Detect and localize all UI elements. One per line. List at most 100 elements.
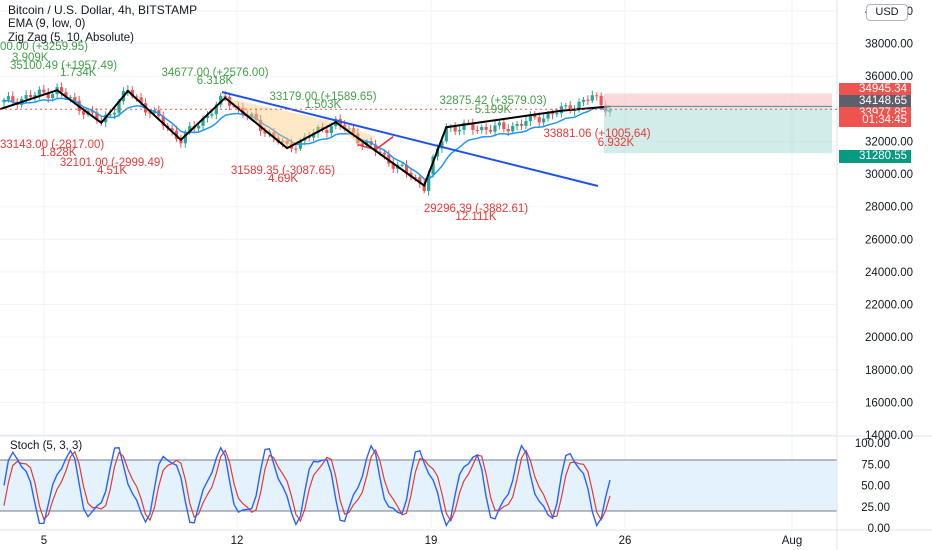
currency-button[interactable]: USD xyxy=(866,4,908,21)
candle-body xyxy=(312,132,316,138)
price-axis-tick: 20000.00 xyxy=(865,332,913,344)
candle-body xyxy=(90,110,95,113)
candle-body xyxy=(263,130,267,134)
candle-body xyxy=(586,99,590,101)
stoch-axis-tick: 75.00 xyxy=(861,459,890,471)
candle-body xyxy=(581,99,586,102)
time-axis-tick: 19 xyxy=(425,535,438,547)
candle-body xyxy=(590,95,594,101)
candle-body xyxy=(24,94,28,99)
candle-body xyxy=(95,112,99,121)
zigzag-label: 31589.35 (-3087.65) xyxy=(231,165,335,177)
candle-body xyxy=(418,177,422,184)
price-axis-tick: 14000.00 xyxy=(865,430,913,442)
candle-body xyxy=(595,95,599,97)
candle-body xyxy=(537,117,541,123)
price-tag: 34148.65 xyxy=(839,95,911,108)
candle-body xyxy=(475,129,479,131)
candle-body xyxy=(546,113,550,119)
candle-body xyxy=(112,112,117,115)
zigzag-label: 33881.06 (+1005.64) xyxy=(543,128,650,140)
candle-body xyxy=(524,121,528,126)
ema-line xyxy=(3,97,611,180)
zigzag-label: 32101.00 (-2999.49) xyxy=(60,157,164,169)
stoch-d-line xyxy=(3,448,611,523)
price-tag: 34945.34 xyxy=(839,83,911,96)
candle-body xyxy=(568,105,572,111)
price-axis-tick: 22000.00 xyxy=(865,300,913,312)
candle-body xyxy=(117,101,121,113)
candle-body xyxy=(400,164,404,166)
zigzag-label: 6.932K xyxy=(598,137,635,149)
zigzag-label: 1.734K xyxy=(60,67,97,79)
candle-body xyxy=(272,132,276,138)
candle-body xyxy=(528,114,532,122)
candle-body xyxy=(360,143,364,146)
price-axis-tick: 30000.00 xyxy=(865,169,913,181)
zigzag-line xyxy=(0,89,611,188)
candle-body xyxy=(135,96,139,98)
stoch-axis-tick: 50.00 xyxy=(861,481,890,493)
candle-body xyxy=(183,131,187,144)
candle-body xyxy=(197,125,201,129)
price-axis-tick: 18000.00 xyxy=(865,365,913,377)
zigzag-indicator-label[interactable]: Zig Zag (5, 10, Absolute) xyxy=(8,32,134,44)
candle-body xyxy=(577,101,581,110)
candle-body xyxy=(285,140,289,144)
candle-body xyxy=(281,140,285,143)
candle-body xyxy=(542,118,546,123)
time-axis-tick: Aug xyxy=(782,535,802,547)
stop-loss-zone xyxy=(604,93,832,107)
zigzag-label: 33143.00 (-2817.00) xyxy=(0,139,104,151)
zigzag-label: 5.199K xyxy=(475,104,512,116)
price-axis-tick: 32000.00 xyxy=(865,136,913,148)
chart-legend: Bitcoin / U.S. Dollar, 4h, BITSTAMP EMA … xyxy=(8,3,197,45)
price-axis-tick: 26000.00 xyxy=(865,234,913,246)
price-tag: 31280.55 xyxy=(839,150,911,163)
candle-body xyxy=(404,164,409,173)
take-profit-zone xyxy=(604,106,832,154)
ema-indicator-label[interactable]: EMA (9, low, 0) xyxy=(8,18,86,30)
stoch-indicator-label[interactable]: Stoch (5, 3, 3) xyxy=(10,440,83,452)
candle-body xyxy=(431,156,435,175)
candle-body xyxy=(73,97,77,101)
candle-body xyxy=(250,113,254,117)
candle-body xyxy=(342,124,347,130)
trendline xyxy=(221,91,599,187)
candle-body xyxy=(427,174,431,192)
stoch-axis-tick: 100.00 xyxy=(855,438,890,450)
candle-body xyxy=(210,114,214,116)
zigzag-label: 6.318K xyxy=(197,75,234,87)
candle-body xyxy=(108,114,112,116)
candle-body xyxy=(42,89,46,93)
candle-body xyxy=(373,144,378,152)
candle-body xyxy=(488,129,493,132)
candle-body xyxy=(51,94,55,99)
zigzag-label: 33179.00 (+1589.65) xyxy=(269,91,376,103)
candle-body xyxy=(148,112,152,114)
candle-body xyxy=(37,89,41,95)
price-axis-tick: 36000.00 xyxy=(865,71,913,83)
candle-body xyxy=(59,87,64,93)
zigzag-label: 00.00 (+3259.95) xyxy=(0,41,88,53)
candle-body xyxy=(480,126,484,131)
candle-body xyxy=(484,126,488,130)
candle-body xyxy=(564,105,568,107)
candle-body xyxy=(82,111,86,115)
candle-body xyxy=(179,139,183,144)
zigzag-label: 1.828K xyxy=(40,147,77,159)
candle-body xyxy=(11,96,15,102)
candle-body xyxy=(325,129,329,134)
candle-body xyxy=(219,95,223,105)
price-axis-tick: 28000.00 xyxy=(865,202,913,214)
time-axis-tick: 26 xyxy=(619,535,632,547)
candle-body xyxy=(294,148,298,150)
candle-body xyxy=(391,163,395,169)
symbol-title[interactable]: Bitcoin / U.S. Dollar, 4h, BITSTAMP xyxy=(8,3,198,17)
candle-body xyxy=(511,125,515,132)
candle-body xyxy=(471,123,475,130)
stoch-axis-tick: 0.00 xyxy=(868,523,890,535)
candle-body xyxy=(462,122,466,131)
candle-body xyxy=(46,92,50,99)
